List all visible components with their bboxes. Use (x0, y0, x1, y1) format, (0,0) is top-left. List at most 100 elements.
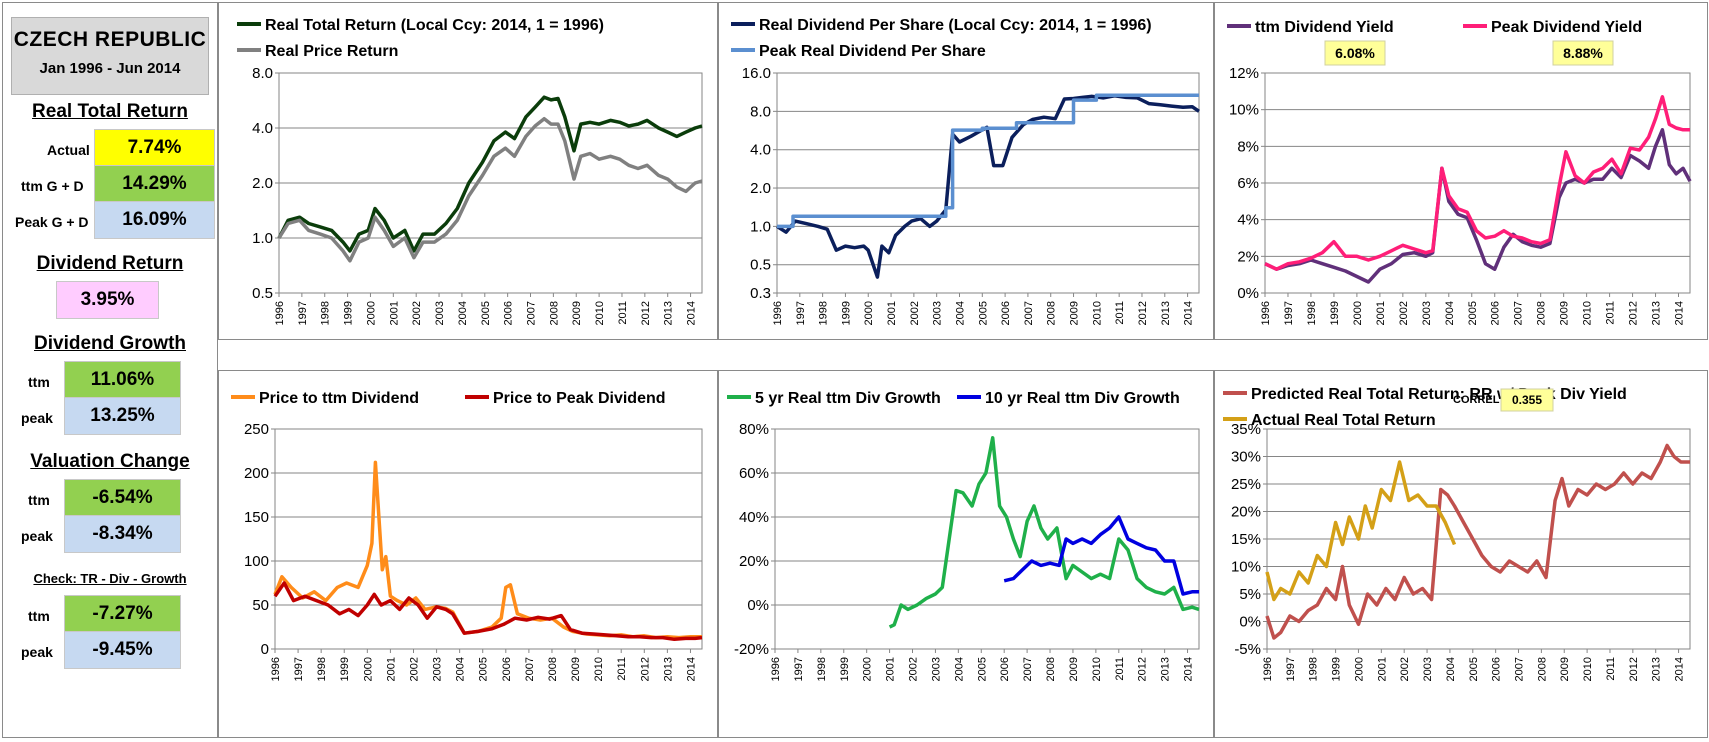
y-tick-label: 0% (747, 597, 769, 614)
title-box: CZECH REPUBLIC Jan 1996 - Jun 2014 (11, 17, 209, 95)
dividend-yield-chart: 0% 2% 4% 6% 8% 10% 12% 1996 1997 1998 1999 2000 2001… (1227, 19, 1692, 325)
x-tick-label: 2008 (1045, 657, 1057, 681)
x-tick-label: 1999 (839, 657, 851, 681)
dividend-return-heading: Dividend Return (36, 253, 184, 274)
dividend-growth-heading: Dividend Growth (34, 333, 186, 354)
x-tick-label: 2005 (1467, 301, 1479, 325)
x-tick-label: 1999 (343, 301, 355, 325)
chart-panel-div-growth: -20% 0% 20% 40% 60% 80% 1996 1997 1998 1999 2000 20… (718, 370, 1214, 738)
x-tick-label: 1999 (840, 301, 852, 325)
x-tick-label: 2001 (886, 301, 898, 325)
x-tick-label: 2010 (1091, 301, 1103, 325)
y-tick-label: 10% (1229, 102, 1259, 119)
x-tick-label: 2000 (1353, 657, 1365, 681)
chart-panel-dividend-per-share: 0.3 0.5 1.0 2.0 4.0 8.0 16.0 1996 1997 1998 1999 20… (718, 2, 1214, 340)
x-tick-label: 2013 (662, 657, 674, 681)
legend-label: 5 yr Real ttm Div Growth (755, 390, 941, 407)
x-tick-label: 2001 (885, 657, 897, 681)
x-tick-label: 2009 (571, 301, 583, 325)
legend-label: Peak Dividend Yield (1491, 19, 1642, 36)
summary-panel: CZECH REPUBLIC Jan 1996 - Jun 2014 Real … (2, 2, 218, 738)
chart-body: 0 50 100 150 200 250 1996 1997 1998 1999 2000 2001 2… (231, 390, 703, 681)
y-tick-label: 0% (1237, 285, 1259, 302)
x-tick-label: 1999 (339, 657, 351, 681)
x-tick-label: 1997 (293, 657, 305, 681)
x-tick-label: 2007 (1514, 657, 1526, 681)
y-tick-label: 150 (244, 509, 269, 526)
x-tick-label: 1999 (1329, 301, 1341, 325)
y-tick-label: 2.0 (252, 175, 273, 192)
x-tick-label: 2008 (1046, 301, 1058, 325)
legend-label: Peak Real Dividend Per Share (759, 43, 986, 60)
x-tick-label: 2014 (1674, 301, 1686, 325)
x-tick-label: 2013 (663, 301, 675, 325)
x-tick-label: 2008 (547, 657, 559, 681)
x-tick-label: 1998 (1308, 657, 1320, 681)
check-ttm-value: -7.27% (64, 595, 181, 633)
y-tick-label: 4% (1237, 212, 1259, 229)
valuation-ttm-value: -6.54% (64, 479, 181, 517)
x-tick-label: 2003 (1421, 301, 1433, 325)
x-tick-label: 2004 (455, 657, 467, 681)
x-tick-label: 2010 (1091, 657, 1103, 681)
x-tick-label: 2002 (908, 657, 920, 681)
predicted-return-chart: -5% 0% 5% 10% 15% 20% 25% 30% 35% 1996 1997 1998 199… (1223, 386, 1691, 681)
y-tick-label: 12% (1229, 65, 1259, 82)
y-tick-label: 100 (244, 553, 269, 570)
chart-body: -5% 0% 5% 10% 15% 20% 25% 30% 35% 1996 1997 1998 199… (1223, 386, 1691, 681)
x-tick-label: 2003 (434, 301, 446, 325)
peak-gd-label: Peak G + D (15, 214, 89, 230)
dividend-return-value: 3.95% (56, 281, 159, 319)
x-tick-label: 2014 (1183, 301, 1195, 325)
y-tick-label: 30% (1231, 449, 1261, 466)
div-growth-chart: -20% 0% 20% 40% 60% 80% 1996 1997 1998 1999 2000 20… (727, 390, 1200, 681)
country-title: CZECH REPUBLIC (13, 28, 207, 51)
y-tick-label: 40% (739, 509, 769, 526)
dividend-per-share-chart: 0.3 0.5 1.0 2.0 4.0 8.0 16.0 1996 1997 1998 1999 20… (731, 17, 1200, 325)
real-total-return-heading: Real Total Return (32, 101, 188, 122)
correl-value: 0.355 (1512, 393, 1542, 407)
x-tick-label: 2008 (1536, 301, 1548, 325)
x-tick-label: 2009 (1068, 657, 1080, 681)
x-tick-label: 2005 (977, 301, 989, 325)
actual-value: 7.74% (94, 129, 215, 167)
x-tick-label: 2009 (1069, 301, 1081, 325)
x-tick-label: 2014 (686, 301, 698, 325)
x-tick-label: 2002 (909, 301, 921, 325)
x-tick-label: 2014 (685, 657, 697, 681)
price-to-dividend-chart: 0 50 100 150 200 250 1996 1997 1998 1999 2000 2001 2… (231, 390, 703, 681)
legend-label: Real Price Return (265, 43, 398, 60)
y-tick-label: 0.5 (252, 285, 273, 302)
x-tick-label: 2011 (616, 657, 628, 681)
x-tick-label: 2006 (1000, 301, 1012, 325)
x-tick-label: 2010 (1582, 301, 1594, 325)
y-tick-label: 25% (1231, 476, 1261, 493)
x-tick-label: 2004 (954, 301, 966, 325)
legend-label: Price to Peak Dividend (493, 390, 666, 407)
x-tick-label: 2013 (1651, 657, 1663, 681)
x-tick-label: 2009 (1559, 301, 1571, 325)
x-tick-label: 2001 (1376, 657, 1388, 681)
legend-label: Real Dividend Per Share (Local Ccy: 2014… (759, 17, 1152, 34)
x-tick-label: 2001 (385, 657, 397, 681)
chart-panel-predicted-return: -5% 0% 5% 10% 15% 20% 25% 30% 35% 1996 1997 1998 199… (1214, 370, 1708, 738)
x-tick-label: 2000 (362, 657, 374, 681)
x-tick-label: 1998 (818, 301, 830, 325)
check-peak-label: peak (21, 644, 53, 660)
total-return-chart: 0.5 1.0 2.0 4.0 8.0 1996 1997 1998 1999 2000 2001 2… (237, 17, 703, 325)
x-tick-label: 2009 (570, 657, 582, 681)
x-tick-label: 2004 (953, 657, 965, 681)
y-tick-label: 0.3 (750, 285, 771, 302)
y-tick-label: 200 (244, 465, 269, 482)
valuation-ttm-label: ttm (28, 492, 50, 508)
x-tick-label: 2011 (617, 301, 629, 325)
x-tick-label: 2002 (1399, 657, 1411, 681)
x-tick-label: 2003 (1422, 657, 1434, 681)
x-tick-label: 2003 (932, 301, 944, 325)
x-tick-label: 2007 (526, 301, 538, 325)
series-line (1264, 128, 1692, 284)
y-tick-label: 250 (244, 421, 269, 438)
x-tick-label: 2005 (478, 657, 490, 681)
legend-label: ttm Dividend Yield (1255, 19, 1394, 36)
